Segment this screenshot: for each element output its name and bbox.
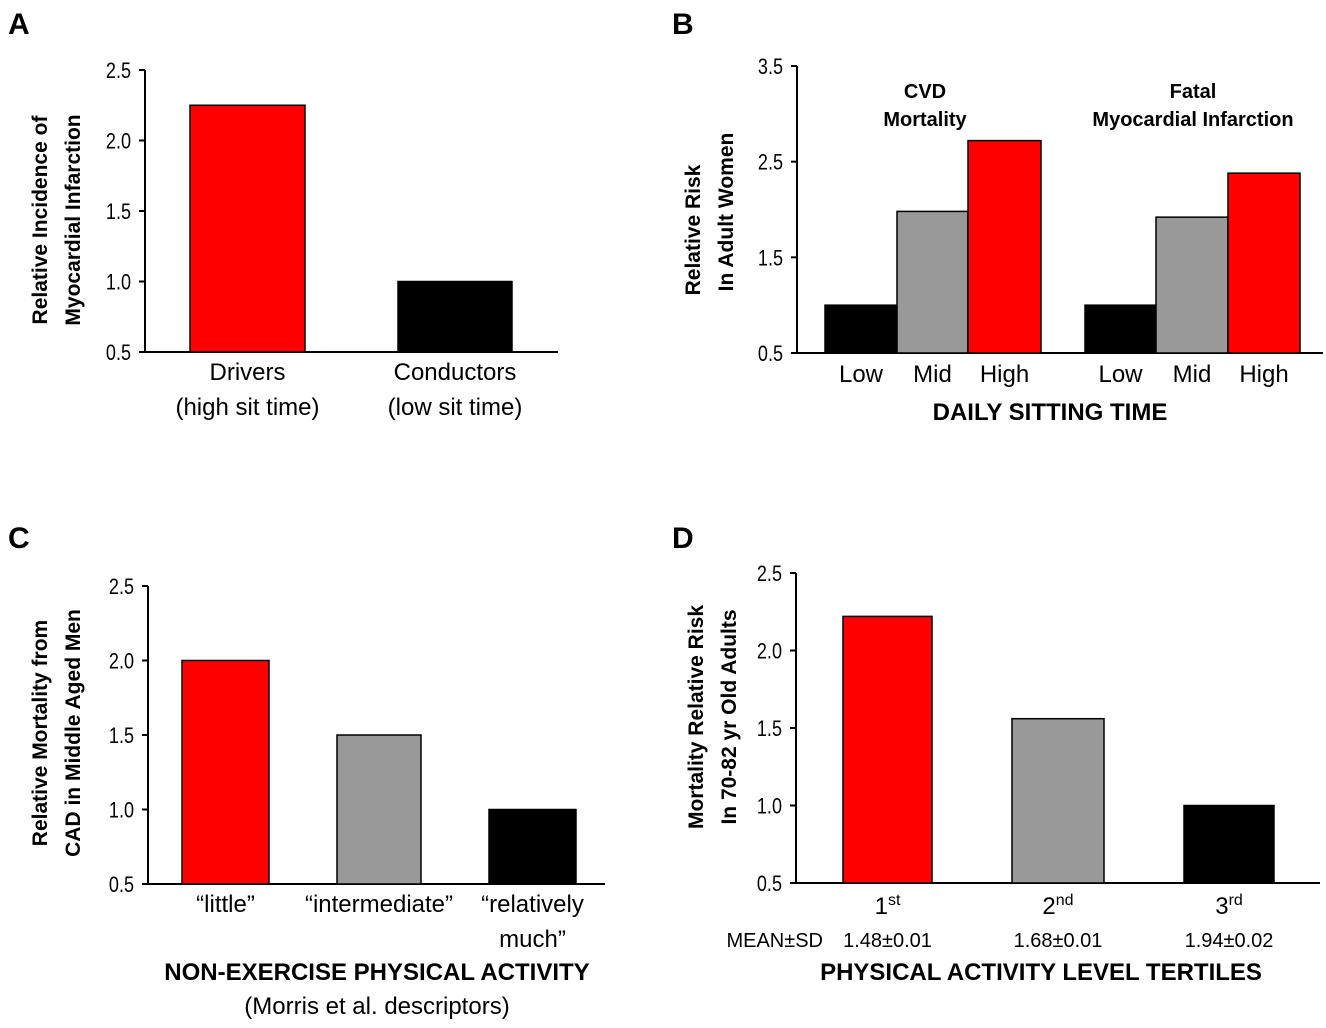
panel-label-b: B (672, 8, 694, 41)
panel-b-group2-title-line2: Myocardial Infarction (1092, 109, 1293, 131)
panel-c-ytick-label: 0.5 (109, 873, 134, 897)
panel-a-bar (189, 104, 306, 353)
panel-b-category-label: High (1239, 361, 1288, 388)
panel-c-category-label: “little” (196, 891, 255, 918)
panel-d-ytick-label: 1.5 (757, 717, 782, 741)
panel-c-bar (336, 734, 422, 885)
panel-b-group1-title-line1: CVD (904, 81, 946, 103)
panel-label-c: C (8, 522, 30, 555)
panel-d-xlabel: PHYSICAL ACTIVITY LEVEL TERTILES (820, 959, 1262, 986)
panel-d-category-label: 2nd (1042, 892, 1073, 920)
panel-b-bar (1084, 304, 1157, 354)
panel-b-group2-title-line1: Fatal (1170, 81, 1217, 103)
panel-b-category-label: Low (1098, 361, 1143, 388)
panel-a-category-label: (low sit time) (388, 394, 523, 421)
panel-b-category-label: Low (839, 361, 884, 388)
panel-b-bar (967, 139, 1042, 354)
panel-b-bar (896, 210, 969, 354)
panel-a-ytick-label: 2.0 (106, 130, 131, 154)
panel-b-group1-title-line2: Mortality (883, 109, 967, 131)
panel-a-ylabel-line1: Relative Incidence of (29, 115, 52, 325)
panel-c-ytick-label: 1.0 (109, 799, 134, 823)
panel-b-bar (824, 304, 898, 354)
panel-c-category-label: “relatively (481, 891, 584, 918)
panel-a-category-label: (high sit time) (175, 394, 319, 421)
panel-d-mean-value: 1.48±0.01 (843, 930, 932, 952)
panel-d-ytick-label: 2.5 (757, 562, 782, 586)
panel-c-subtitle: (Morris et al. descriptors) (244, 993, 509, 1020)
panel-b-ytick-label: 1.5 (758, 247, 783, 271)
panel-d-bar (1011, 717, 1105, 884)
panel-b-category-label: High (980, 361, 1029, 388)
panel-c-bar (488, 808, 577, 885)
panel-b-ytick-label: 0.5 (758, 342, 783, 366)
panel-label-a: A (8, 8, 30, 41)
panel-b-bar (1227, 172, 1301, 354)
panel-a-category-label: Drivers (210, 359, 286, 386)
chart-marks: 0.5 1.0 1.5 2.0 2.5 Drivers (high sit time) Con… (106, 55, 1323, 953)
panel-b-ytick-label: 3.5 (758, 55, 783, 79)
panel-a-category-label: Conductors (394, 359, 517, 386)
panel-a-ytick-label: 1.0 (106, 271, 131, 295)
panel-c-ytick-label: 2.0 (109, 650, 134, 674)
panel-a-ytick-label: 0.5 (106, 341, 131, 365)
panel-d-mean-value: 1.68±0.01 (1014, 930, 1103, 952)
panel-c-category-label: “intermediate” (305, 891, 453, 918)
panel-a-ytick-label: 1.5 (106, 200, 131, 224)
panel-b-ytick-label: 2.5 (758, 151, 783, 175)
panel-d-ylabel-line2: In 70-82 yr Old Adults (718, 609, 741, 824)
panel-b-category-label: Mid (1173, 361, 1212, 388)
panel-d-ytick-label: 0.5 (757, 872, 782, 896)
panel-label-d: D (672, 522, 694, 555)
panel-d-category-label: 3rd (1215, 892, 1243, 920)
panel-d-ytick-label: 2.0 (757, 640, 782, 664)
panel-c-category-label: much” (499, 926, 566, 953)
panel-c-ytick-label: 1.5 (109, 724, 134, 748)
panel-d-category-label: 1st (875, 892, 901, 920)
panel-b-bar (1155, 216, 1229, 354)
panel-a-bar (397, 280, 513, 353)
panel-a-ytick-label: 2.5 (106, 59, 131, 83)
panel-d-bar (1183, 804, 1275, 884)
panel-c-ytick-label: 2.5 (109, 575, 134, 599)
panel-c-bar (181, 659, 270, 885)
panel-b-category-label: Mid (913, 361, 952, 388)
panel-d-mean-value: 1.94±0.02 (1185, 930, 1274, 952)
panel-d-ytick-label: 1.0 (757, 795, 782, 819)
panel-c-ylabel-line2: CAD in Middle Aged Men (62, 609, 85, 857)
panel-d-mean-label: MEAN±SD (726, 930, 823, 952)
panel-b-ylabel-line1: Relative Risk (682, 164, 705, 295)
panel-c-ylabel-line1: Relative Mortality from (29, 620, 52, 846)
panel-c-xlabel: NON-EXERCISE PHYSICAL ACTIVITY (164, 959, 589, 986)
panel-b-ylabel-line2: In Adult Women (715, 133, 738, 292)
panel-b-xlabel: DAILY SITTING TIME (933, 399, 1168, 426)
panel-d-bar (842, 615, 933, 884)
panel-a-ylabel-line2: Myocardial Infarction (62, 114, 85, 325)
panel-d-ylabel-line1: Mortality Relative Risk (685, 605, 708, 829)
